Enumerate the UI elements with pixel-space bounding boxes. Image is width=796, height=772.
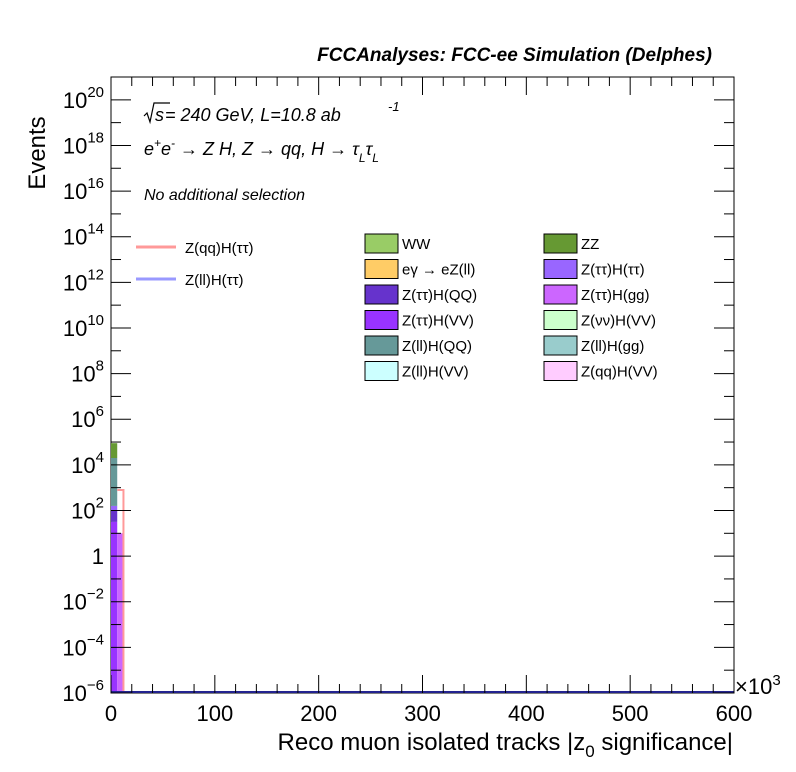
y-tick-label: 102 [71, 494, 104, 523]
x-tick-label: 100 [196, 701, 233, 726]
y-tick-label: 1016 [63, 175, 104, 204]
legend-background-label: Z(ττ)H(VV) [402, 313, 474, 330]
legend-signal-label: Z(ll)H(ττ) [185, 272, 244, 289]
x-tick-label: 400 [508, 701, 545, 726]
y-tick-label: 106 [71, 403, 104, 432]
process-annotation: e+e- → Z H, Z → qq, H → τLτL [144, 136, 379, 165]
legend-background-swatch [364, 284, 399, 305]
axes: 0 100 200 300 400 500 600 10−6 10−4 10−2 1 102 104 10… [62, 76, 753, 726]
x-axis-multiplier: ×103 [735, 672, 781, 699]
y-tick-label: 1014 [63, 221, 104, 250]
y-tick-label: 1018 [63, 129, 104, 158]
selection-annotation: No additional selection [144, 187, 305, 204]
legend-background-swatch [543, 361, 578, 381]
x-axis-label-main: Reco muon isolated tracks |z [278, 729, 586, 756]
histogram-bars [111, 443, 124, 693]
y-tick-label: 10−4 [62, 631, 104, 660]
legend-background-swatch [364, 335, 399, 356]
bar-segment-1-0 [117, 533, 124, 693]
x-tick-label: 500 [612, 701, 649, 726]
x-tick-label: 300 [404, 701, 441, 726]
legend-background-label: Z(ll)H(gg) [581, 338, 644, 355]
y-tick-label: 10−6 [62, 677, 104, 706]
legend-background-label: ZZ [581, 236, 599, 253]
legend-background-swatch [364, 259, 399, 279]
legend-background-label: Z(νν)H(VV) [581, 313, 656, 330]
legend-background-swatch [364, 310, 399, 330]
sqrt-s-symbol: s [155, 105, 164, 125]
x-axis-label-rest: significance| [595, 729, 733, 756]
y-tick-label: 104 [71, 449, 104, 478]
legend-background-label: Z(ll)H(VV) [402, 364, 469, 381]
x-tick-label: 600 [716, 701, 753, 726]
legend-background-label: Z(qq)H(VV) [581, 364, 658, 381]
y-tick-label: 1010 [63, 312, 104, 341]
y-tick-label: 1020 [63, 84, 104, 113]
lumi-exponent: -1 [388, 99, 400, 114]
x-axis-label: Reco muon isolated tracks |z0 significan… [278, 729, 733, 761]
x-tick-label: 200 [300, 701, 337, 726]
legend-background-swatch [543, 335, 578, 356]
y-axis-label: Events [24, 116, 51, 189]
legend-background-swatch [364, 361, 399, 381]
y-tick-label: 1 [92, 544, 104, 569]
x-tick-label: 0 [105, 701, 117, 726]
bar-segment-0-3 [111, 458, 118, 506]
legend-background-label: Z(ττ)H(gg) [581, 287, 650, 304]
y-tick-label: 1012 [63, 266, 104, 295]
legend-background-label: eγ → eZ(ll) [402, 262, 475, 279]
bar-segment-0-1 [111, 510, 118, 522]
legend-background-swatch [364, 233, 399, 254]
energy-lumi-annotation: s = 240 GeV, L=10.8 ab -1 [143, 99, 400, 125]
x-axis-label-sub: 0 [585, 742, 594, 761]
legend-background-swatch [543, 259, 578, 279]
signal-line-0 [117, 488, 125, 693]
chart-title: FCCAnalyses: FCC-ee Simulation (Delphes) [317, 45, 712, 66]
bar-segment-0-2 [111, 505, 118, 511]
legend-background-label: WW [402, 236, 431, 253]
legend-background-swatch [543, 233, 578, 254]
legend-background-label: Z(ττ)H(ττ) [581, 262, 645, 279]
y-tick-label: 10−2 [62, 586, 104, 615]
sqrt-sign [143, 102, 170, 125]
energy-lumi-text: = 240 GeV, L=10.8 ab [165, 105, 341, 125]
legend-background-swatch [543, 310, 578, 330]
y-tick-label: 108 [71, 358, 104, 387]
legend-background-swatch [543, 284, 578, 305]
legend-signal-label: Z(qq)H(ττ) [185, 240, 254, 257]
bar-segment-0-0 [111, 521, 118, 693]
bar-segment-0-4 [111, 443, 118, 459]
legend-background-label: Z(ll)H(QQ) [402, 338, 472, 355]
legend-background-label: Z(ττ)H(QQ) [402, 287, 477, 304]
legend: Z(qq)H(ττ) Z(ll)H(ττ) WW ZZ eγ → eZ(ll) Z(ττ)… [136, 233, 658, 381]
